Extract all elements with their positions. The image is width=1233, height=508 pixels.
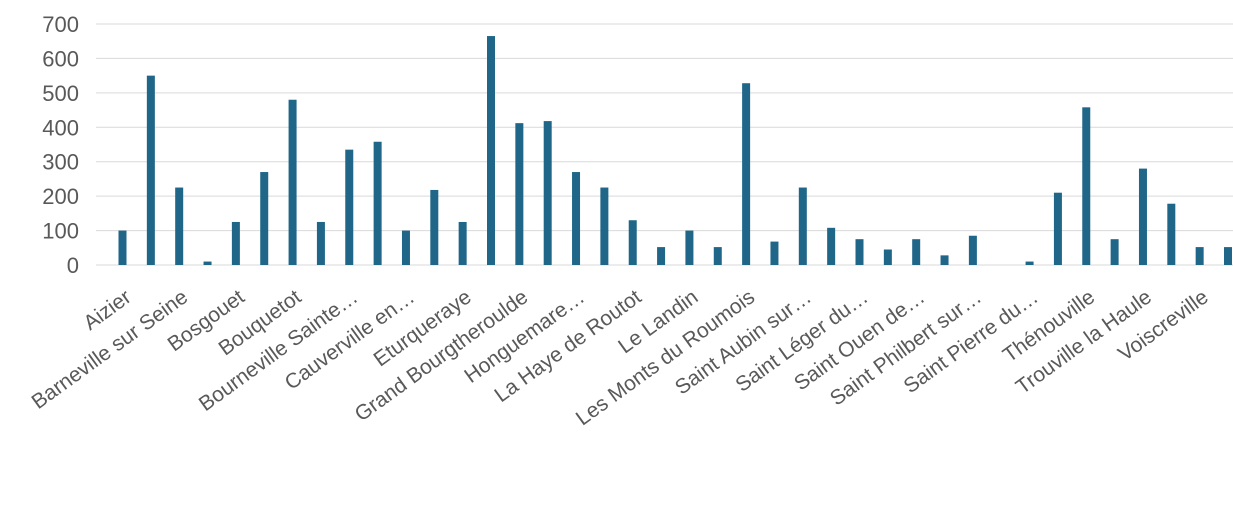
bar (1195, 247, 1204, 265)
bar (713, 247, 722, 265)
bar (1138, 168, 1147, 265)
y-tick-label: 500 (42, 81, 79, 106)
gridlines (96, 23, 1233, 266)
bar (600, 187, 609, 265)
bar (855, 239, 864, 265)
bar (628, 220, 637, 265)
y-tick-label: 200 (42, 184, 79, 209)
bar (657, 247, 666, 265)
bar (458, 221, 467, 265)
bar (543, 121, 552, 265)
bar (118, 230, 127, 265)
y-axis: 0 100 200 300 400 500 600 700 (42, 12, 79, 278)
y-tick-label: 0 (67, 253, 79, 278)
bar (1224, 247, 1232, 265)
bar (883, 249, 892, 265)
bar (685, 230, 694, 265)
bar (175, 187, 184, 265)
y-tick-label: 300 (42, 150, 79, 175)
y-tick-label: 700 (42, 12, 79, 37)
bar (231, 221, 240, 265)
bar (288, 99, 297, 266)
bar (260, 172, 269, 265)
bar (1082, 107, 1091, 265)
bar (1110, 239, 1119, 265)
bar (912, 239, 921, 265)
y-tick-label: 400 (42, 115, 79, 140)
y-tick-label: 600 (42, 46, 79, 71)
bar (515, 123, 524, 266)
bar (1053, 192, 1062, 265)
bar (487, 36, 495, 265)
bar (203, 261, 212, 265)
bar (798, 187, 807, 265)
bar (430, 189, 439, 265)
bar (146, 75, 155, 265)
bar (1167, 203, 1176, 265)
bar (373, 141, 382, 265)
bar (572, 172, 581, 265)
bar (742, 83, 751, 265)
y-tick-label: 100 (42, 219, 79, 244)
bar (827, 227, 836, 265)
bar (770, 241, 779, 265)
bar (1025, 261, 1034, 265)
bar (345, 149, 354, 265)
bar (940, 255, 949, 265)
bar (401, 230, 410, 265)
bar (968, 235, 977, 265)
bar (316, 221, 325, 265)
bars (118, 36, 1232, 266)
